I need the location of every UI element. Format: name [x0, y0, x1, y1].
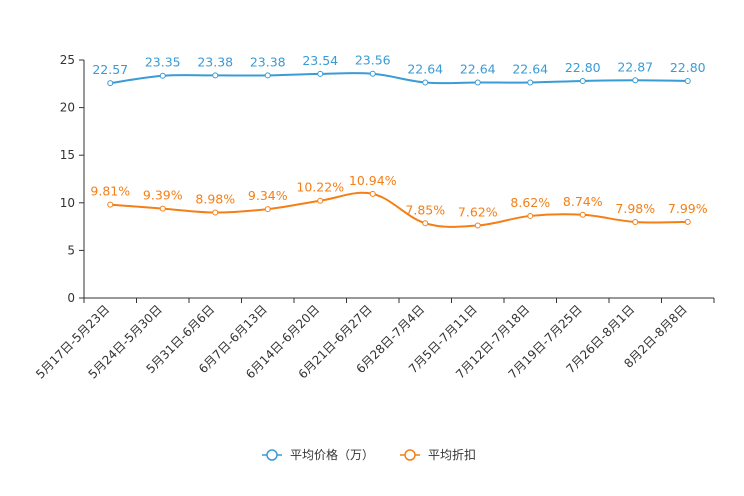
data-label: 8.62%: [510, 195, 550, 210]
data-label: 10.22%: [296, 180, 344, 195]
series-line-1: [110, 72, 688, 85]
data-label: 9.39%: [143, 188, 183, 203]
legend-label: 平均折扣: [428, 447, 476, 462]
data-label: 22.64: [460, 61, 496, 76]
series-line-2: [110, 191, 688, 228]
data-point[interactable]: [369, 70, 376, 77]
legend[interactable]: 平均价格（万） 平均折扣: [262, 447, 476, 462]
data-point[interactable]: [474, 222, 481, 229]
data-label: 7.98%: [615, 201, 655, 216]
data-point[interactable]: [317, 197, 324, 204]
data-point[interactable]: [107, 201, 114, 208]
data-point[interactable]: [422, 220, 429, 227]
data-point[interactable]: [264, 206, 271, 213]
data-label: 22.64: [512, 61, 548, 76]
data-point[interactable]: [527, 79, 534, 86]
data-label: 9.34%: [248, 188, 288, 203]
y-tick-label: 5: [67, 243, 75, 257]
data-point[interactable]: [579, 77, 586, 84]
series-layer: [107, 70, 691, 229]
y-tick-label: 10: [60, 196, 75, 210]
data-point[interactable]: [474, 79, 481, 86]
data-label: 23.38: [250, 54, 286, 69]
y-ticks: 0 5 10 15 20 25: [60, 53, 84, 305]
data-label: 22.80: [670, 60, 706, 75]
data-point[interactable]: [527, 212, 534, 219]
data-label: 22.64: [407, 61, 443, 76]
data-point[interactable]: [422, 79, 429, 86]
data-point[interactable]: [684, 77, 691, 84]
legend-marker-icon: [404, 449, 416, 461]
legend-item-1[interactable]: 平均价格（万）: [262, 447, 374, 462]
data-label: 7.99%: [668, 201, 708, 216]
legend-item-2[interactable]: 平均折扣: [400, 447, 476, 462]
data-label: 9.81%: [90, 184, 130, 199]
data-label: 8.74%: [563, 194, 603, 209]
data-point[interactable]: [264, 72, 271, 79]
data-point[interactable]: [212, 72, 219, 79]
data-point[interactable]: [684, 218, 691, 225]
data-label: 23.56: [355, 53, 391, 68]
data-label: 7.85%: [405, 202, 445, 217]
y-tick-label: 0: [67, 291, 75, 305]
data-label: 22.57: [92, 62, 128, 77]
data-point[interactable]: [107, 80, 114, 87]
legend-marker-icon: [266, 449, 278, 461]
data-label: 23.38: [197, 54, 233, 69]
data-point[interactable]: [369, 190, 376, 197]
data-labels: 22.57 23.35 23.38 23.38 23.54 23.56 22.64 22.64…: [90, 53, 707, 220]
x-ticks: 5月17日-5月23日5月24日-5月30日5月31日-6月6日6月7日-6月1…: [33, 298, 715, 382]
data-point[interactable]: [159, 72, 166, 79]
data-label: 8.98%: [195, 192, 235, 207]
data-label: 23.54: [302, 53, 338, 68]
y-tick-label: 15: [60, 148, 75, 162]
data-label: 10.94%: [349, 173, 397, 188]
data-label: 23.35: [145, 55, 181, 70]
data-point[interactable]: [632, 77, 639, 84]
data-point[interactable]: [632, 219, 639, 226]
axes: [83, 60, 714, 299]
data-point[interactable]: [212, 209, 219, 216]
y-tick-label: 25: [60, 53, 75, 67]
data-point[interactable]: [317, 70, 324, 77]
y-tick-label: 20: [60, 101, 75, 115]
data-point[interactable]: [159, 205, 166, 212]
data-point[interactable]: [579, 211, 586, 218]
data-label: 22.87: [617, 59, 653, 74]
legend-label: 平均价格（万）: [290, 447, 374, 462]
data-label: 22.80: [565, 60, 601, 75]
data-label: 7.62%: [458, 204, 498, 219]
